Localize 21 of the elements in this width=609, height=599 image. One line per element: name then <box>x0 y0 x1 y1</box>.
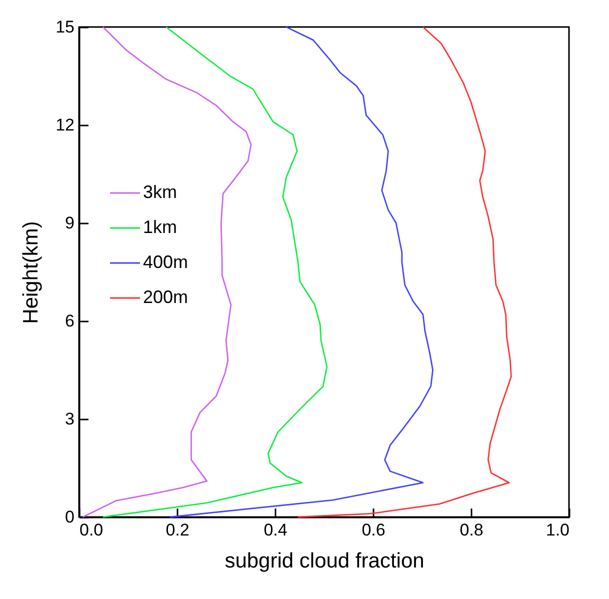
x-tick-label: 0.2 <box>166 520 190 540</box>
line-series <box>297 26 512 518</box>
y-tick-label: 12 <box>56 116 74 134</box>
line-series <box>102 26 328 518</box>
x-tick-label: 1.0 <box>546 520 570 540</box>
y-tick-label: 15 <box>56 18 74 36</box>
x-tick-label: 0.6 <box>362 520 386 540</box>
y-tick-label: 0 <box>65 508 74 526</box>
y-axis-title: Height(km) <box>20 221 43 324</box>
legend-label: 1km <box>143 217 178 237</box>
legend-label: 3km <box>143 182 178 202</box>
legend-label: 400m <box>143 252 188 272</box>
legend-label: 200m <box>143 287 188 307</box>
x-tick-label: 0.8 <box>460 520 484 540</box>
x-tick-label: 0.4 <box>264 520 288 540</box>
line-series <box>82 26 252 518</box>
x-tick-label: 0.0 <box>80 520 104 540</box>
y-tick-label: 9 <box>65 214 74 232</box>
y-tick-label: 3 <box>65 410 74 428</box>
y-tick-label: 6 <box>65 312 74 330</box>
x-axis-title: subgrid cloud fraction <box>224 550 424 572</box>
